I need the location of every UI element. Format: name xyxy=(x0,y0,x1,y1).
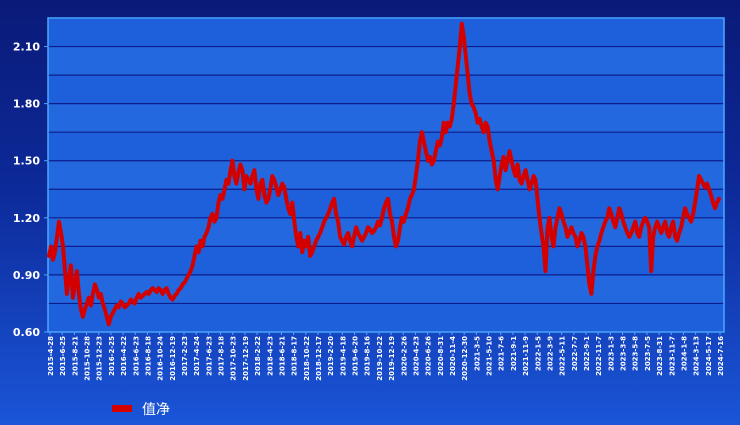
x-tick-label: 2018-10-22 xyxy=(303,336,311,381)
x-tick-label: 2019-2-20 xyxy=(327,336,335,376)
x-tick-label: 2015-4-28 xyxy=(47,336,55,376)
x-tick-label: 2020-8-31 xyxy=(437,336,445,376)
x-tick-label: 2019-6-20 xyxy=(352,336,360,376)
x-tick-label: 2023-5-8 xyxy=(632,336,640,371)
x-tick-label: 2015-10-28 xyxy=(84,336,92,381)
x-tick-label: 2021-3-5 xyxy=(473,336,481,371)
x-tick-label: 2024-7-16 xyxy=(717,336,725,376)
x-tick-label: 2022-5-11 xyxy=(559,336,567,376)
legend-label: 值净 xyxy=(142,402,170,418)
x-tick-label: 2016-6-23 xyxy=(132,336,140,376)
x-tick-label: 2018-12-17 xyxy=(315,336,323,381)
x-tick-label: 2020-4-23 xyxy=(412,336,420,376)
x-tick-label: 2018-6-21 xyxy=(278,336,286,376)
x-tick-label: 2017-4-24 xyxy=(193,336,201,376)
x-tick-label: 2019-4-18 xyxy=(339,336,347,376)
x-tick-label: 2016-8-18 xyxy=(144,336,152,376)
y-axis: 0.60 0.90 1.20 1.50 1.80 2.10 xyxy=(13,41,48,339)
series-layer xyxy=(47,21,721,327)
x-tick-label: 2022-1-5 xyxy=(534,336,542,371)
y-tick-label: 1.80 xyxy=(13,98,40,111)
x-tick-label: 2016-2-25 xyxy=(108,336,116,376)
series-line-0 xyxy=(47,21,721,327)
y-tick-label: 1.50 xyxy=(13,155,40,168)
x-tick-label: 2016-4-22 xyxy=(120,336,128,376)
x-tick-label: 2018-8-17 xyxy=(291,336,299,376)
plot-band xyxy=(48,46,724,76)
plot-band xyxy=(48,160,724,190)
x-tick-label: 2024-5-17 xyxy=(705,336,713,376)
x-tick-label: 2017-10-23 xyxy=(230,336,238,381)
x-tick-label: 2016-12-19 xyxy=(169,336,177,381)
plot-band xyxy=(48,217,724,247)
x-tick-label: 2021-7-6 xyxy=(498,336,506,371)
legend-swatch xyxy=(112,405,132,412)
y-tick-label: 2.10 xyxy=(13,41,40,54)
x-tick-label: 2023-8-31 xyxy=(656,336,664,376)
x-tick-label: 2020-6-26 xyxy=(425,336,433,376)
plot-area xyxy=(48,18,724,332)
x-tick-label: 2016-10-24 xyxy=(157,336,165,381)
y-tick-label: 1.20 xyxy=(13,212,40,225)
x-tick-label: 2022-11-7 xyxy=(595,336,603,376)
x-tick-label: 2024-3-13 xyxy=(693,336,701,376)
x-tick-label: 2021-11-9 xyxy=(522,336,530,376)
x-tick-label: 2022-7-7 xyxy=(571,336,579,371)
plot-band xyxy=(48,103,724,133)
x-tick-label: 2018-2-22 xyxy=(254,336,262,376)
x-tick-label: 2022-9-1 xyxy=(583,336,591,371)
x-tick-label: 2019-10-22 xyxy=(376,336,384,381)
plot-border xyxy=(47,17,725,333)
x-tick-label: 2023-7-5 xyxy=(644,336,652,371)
x-tick-label: 2015-12-23 xyxy=(96,336,104,381)
x-tick-label: 2021-9-1 xyxy=(510,336,518,371)
x-axis: 2015-4-28 2015-6-25 2015-8-21 2015-10-28 201… xyxy=(47,332,725,381)
x-tick-label: 2020-2-26 xyxy=(400,336,408,376)
x-tick-label: 2023-3-8 xyxy=(620,336,628,371)
x-tick-label: 2018-4-23 xyxy=(266,336,274,376)
x-tick-label: 2022-3-9 xyxy=(546,336,554,371)
x-tick-label: 2017-12-19 xyxy=(242,336,250,381)
x-tick-label: 2024-1-8 xyxy=(680,336,688,371)
x-tick-label: 2021-5-10 xyxy=(486,336,494,376)
y-tick-label: 0.90 xyxy=(13,269,40,282)
x-tick-label: 2023-1-3 xyxy=(607,336,615,371)
x-tick-label: 2015-6-25 xyxy=(59,336,67,376)
x-tick-label: 2017-2-23 xyxy=(181,336,189,376)
x-tick-label: 2017-6-23 xyxy=(205,336,213,376)
x-tick-label: 2015-8-21 xyxy=(71,336,79,376)
x-tick-label: 2020-12-30 xyxy=(461,336,469,381)
x-tick-label: 2017-8-18 xyxy=(218,336,226,376)
x-tick-label: 2019-12-19 xyxy=(388,336,396,381)
x-tick-label: 2020-11-4 xyxy=(449,336,457,376)
legend: 值净 xyxy=(112,402,170,418)
y-tick-label: 0.60 xyxy=(13,326,40,339)
x-tick-label: 2023-11-7 xyxy=(668,336,676,376)
x-tick-label: 2019-8-16 xyxy=(364,336,372,376)
